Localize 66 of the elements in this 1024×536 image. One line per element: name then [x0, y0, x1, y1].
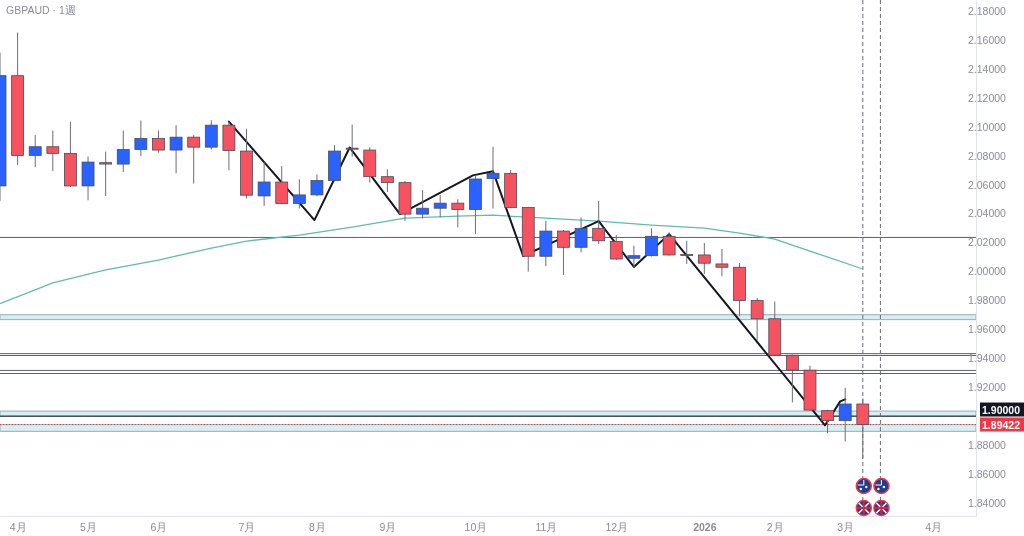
candlestick	[574, 216, 588, 253]
y-tick-label: 2.00000	[968, 265, 1007, 278]
candlestick	[645, 227, 658, 257]
x-tick-label: 4月	[9, 521, 27, 534]
y-tick-label: 2.18000	[968, 4, 1007, 17]
candlestick	[134, 120, 148, 157]
candlestick	[292, 178, 306, 210]
y-tick-label: 2.04000	[968, 207, 1007, 220]
y-tick-label: 1.84000	[968, 496, 1007, 509]
candlestick	[28, 134, 42, 168]
candlestick	[46, 130, 60, 172]
candlestick	[609, 234, 623, 261]
candlestick	[433, 194, 447, 218]
candlestick	[557, 229, 570, 276]
x-tick-label: 7月	[238, 521, 256, 534]
x-tick-label: 9月	[379, 521, 397, 534]
candlestick	[715, 248, 729, 277]
y-tick-label: 2.08000	[968, 149, 1007, 162]
x-tick-label: 12月	[605, 521, 629, 534]
candlestick	[486, 146, 500, 210]
y-tick-label: 2.16000	[968, 33, 1007, 46]
candlestick	[169, 124, 183, 174]
candlestick	[187, 134, 201, 185]
candlestick	[662, 231, 676, 257]
candlestick	[345, 124, 359, 158]
candlestick	[204, 119, 218, 150]
x-tick-label: 10月	[464, 521, 488, 534]
candlestick	[99, 151, 113, 197]
candlestick	[81, 155, 95, 201]
y-tick-label: 1.96000	[968, 323, 1007, 336]
y-tick-label: 1.98000	[968, 294, 1007, 307]
candlestick	[838, 387, 852, 442]
x-tick-label: 11月	[535, 521, 558, 534]
candlestick	[381, 168, 394, 193]
candlestick	[627, 245, 641, 268]
candlestick	[592, 200, 606, 245]
y-tick-label: 2.06000	[968, 178, 1007, 191]
x-tick-label: 3月	[837, 521, 855, 534]
x-tick-label: 5月	[80, 521, 97, 534]
candlestick	[152, 130, 165, 154]
candlestick	[451, 198, 465, 228]
y-tick-label: 2.12000	[968, 91, 1007, 104]
y-tick-label: 2.02000	[968, 236, 1007, 249]
y-tick-label: 1.92000	[968, 381, 1007, 394]
candlestick	[680, 240, 694, 265]
y-tick-label: 1.88000	[968, 438, 1007, 451]
candlestick	[697, 242, 711, 275]
candlestick	[116, 130, 130, 173]
candlestick	[257, 161, 271, 207]
candlestick	[750, 297, 764, 341]
chart-title: GBPAUD · 1週	[6, 4, 76, 16]
x-tick-label: 2026	[693, 521, 717, 534]
x-tick-label: 2月	[766, 521, 784, 534]
y-tick-label: 1.86000	[968, 467, 1007, 480]
x-tick-label: 4月	[925, 521, 943, 534]
x-tick-label: 6月	[150, 521, 168, 534]
y-tick-label: 1.94000	[968, 352, 1007, 365]
candlestick	[416, 189, 429, 219]
y-tick-label: 2.10000	[968, 120, 1007, 133]
line-series	[0, 214, 864, 305]
candlestick	[785, 354, 799, 403]
y-tick-label: 2.14000	[968, 62, 1007, 75]
ref-line-label: 1.90000	[982, 403, 1021, 416]
ref-line-label: 1.89422	[982, 418, 1021, 431]
candlestick	[275, 165, 289, 205]
x-tick-label: 8月	[309, 521, 326, 534]
